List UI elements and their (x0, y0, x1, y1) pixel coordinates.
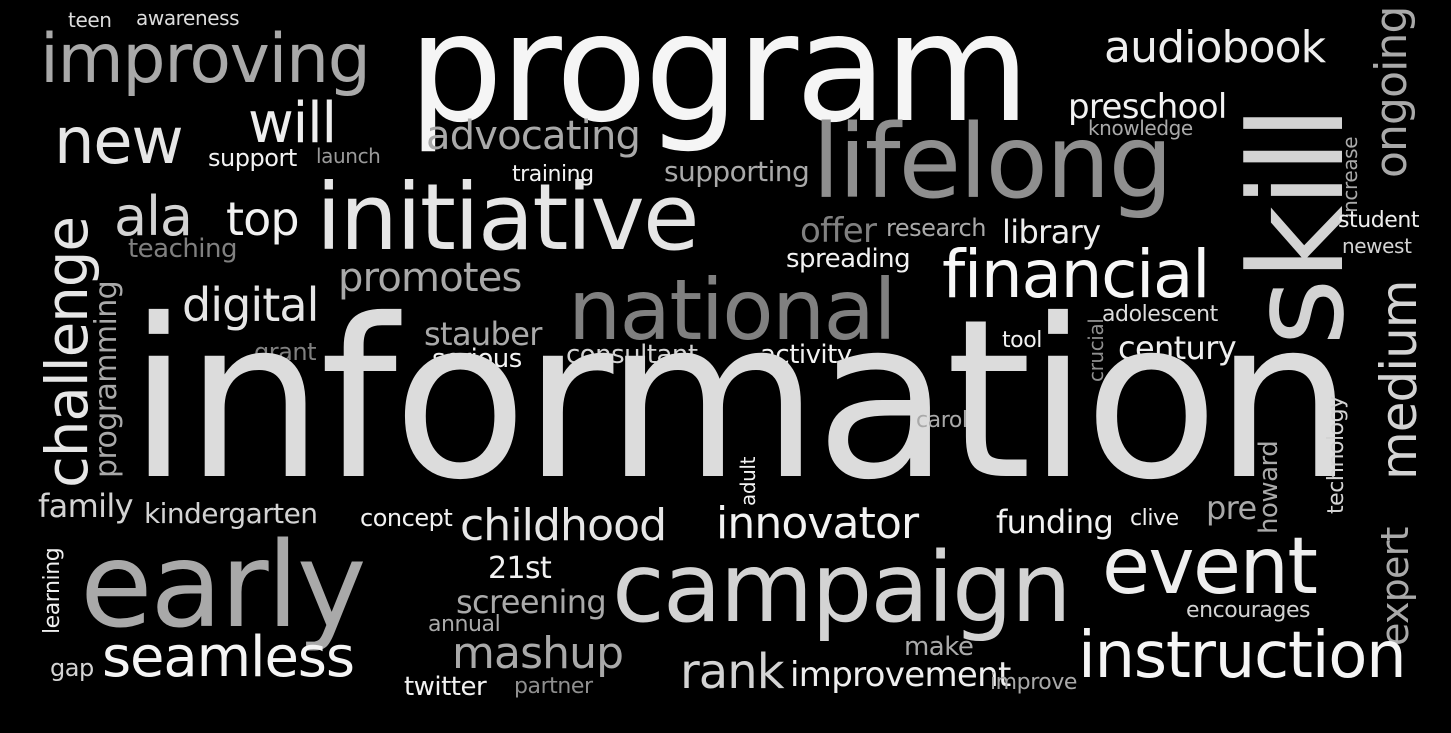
word-research: research (886, 214, 986, 242)
word-campaign: campaign (612, 532, 1072, 644)
word-screening: screening (456, 583, 607, 621)
word-rank: rank (680, 644, 784, 700)
word-activity: activity (760, 340, 852, 370)
word-increase: increase (1338, 136, 1362, 218)
word-annual: annual (428, 612, 501, 637)
word-adolescent: adolescent (1102, 302, 1218, 327)
word-teen: teen (68, 8, 112, 32)
word-early: early (80, 516, 367, 654)
word-funding: funding (996, 503, 1114, 541)
word-support: support (208, 144, 297, 172)
word-programming: programming (89, 280, 124, 478)
word-top: top (226, 192, 300, 246)
word-stauber: stauber (424, 315, 542, 353)
word-ongoing: ongoing (1366, 6, 1417, 178)
word-howard: howard (1254, 440, 1284, 534)
word-encourages: encourages (1186, 598, 1311, 623)
word-serious: serious (432, 344, 522, 374)
word-challenge: challenge (33, 217, 101, 488)
word-pre: pre (1206, 489, 1257, 527)
word-awareness: awareness (136, 6, 240, 30)
word-mashup: mashup (452, 628, 624, 679)
word-information: information (128, 272, 1354, 528)
word-concept: concept (360, 504, 453, 532)
word-tool: tool (1002, 328, 1042, 353)
word-launch: launch (316, 144, 381, 168)
word-learning: learning (40, 547, 65, 634)
word-spreading: spreading (786, 244, 911, 274)
word-gap: gap (50, 654, 94, 682)
word-new: new (54, 105, 184, 179)
word-family: family (38, 487, 134, 525)
word-will: will (248, 91, 337, 156)
word-innovator: innovator (716, 498, 919, 549)
word-childhood: childhood (460, 500, 667, 551)
word-teaching: teaching (128, 234, 237, 264)
word-partner: partner (514, 674, 593, 699)
word-clive: clive (1130, 506, 1179, 531)
word-technology: technology (1324, 396, 1349, 514)
word-audiobook: audiobook (1104, 22, 1326, 73)
word-digital: digital (182, 278, 319, 332)
word-financial: financial (942, 236, 1211, 313)
word-training: training (512, 162, 594, 187)
word-offer: offer (800, 211, 877, 251)
word-grant: grant (254, 338, 317, 366)
word-lifelong: lifelong (812, 103, 1173, 222)
word-promotes: promotes (338, 255, 522, 301)
word-event: event (1102, 522, 1318, 612)
word-seamless: seamless (102, 625, 355, 690)
word-make: make (904, 632, 974, 662)
word-carol: carol (916, 408, 968, 433)
word-preschool: preschool (1068, 87, 1227, 127)
word-kindergarten: kindergarten (144, 497, 318, 530)
word-supporting: supporting (664, 155, 810, 188)
word-century: century (1118, 329, 1237, 367)
word-initiative: initiative (316, 164, 700, 271)
word-library: library (1002, 213, 1101, 251)
word-improving: improving (40, 20, 371, 99)
word-knowledge: knowledge (1088, 116, 1193, 140)
word-national: national (568, 261, 897, 359)
word-improvement: improvement (790, 655, 1011, 695)
word-instruction: instruction (1078, 619, 1407, 693)
word-twitter: twitter (404, 672, 487, 702)
word-newest: newest (1342, 234, 1412, 258)
word-ala: ala (114, 185, 193, 248)
word-medium: medium (1370, 280, 1428, 481)
word-21st: 21st (488, 551, 552, 586)
word-student: student (1338, 208, 1420, 233)
word-consultant: consultant (566, 340, 698, 370)
word-improve: improve (990, 670, 1078, 695)
word-advocating: advocating (426, 113, 641, 159)
word-program: program (408, 0, 1030, 156)
